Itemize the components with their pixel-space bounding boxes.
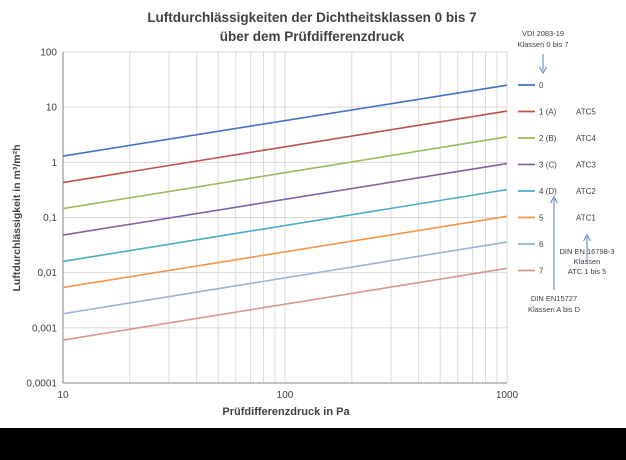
legend-label-3: 3 (C) [539,161,557,170]
series-line-1 [62,110,508,184]
vdi-annotation-line-1: VDI 2083-19 [522,29,564,38]
chart-page: Luftdurchlässigkeiten der Dichtheitsklas… [0,0,626,428]
legend-atc-label-5: ATC1 [576,214,596,223]
series-line-4 [62,188,508,263]
y-tick-label: 1 [51,158,57,169]
legend-label-6: 6 [539,240,544,249]
din-en-15727-annotation: DIN EN15727 Klassen A bis D [528,196,581,314]
y-tick-label: 100 [40,48,57,59]
vdi-annotation-line-2: Klassen 0 bis 7 [518,40,569,49]
legend-label-0: 0 [539,81,544,90]
series-line-2 [62,136,508,210]
x-tick-label: 100 [277,390,294,401]
grid [63,51,508,383]
chart-title-line-1: Luftdurchlässigkeiten der Dichtheitsklas… [147,10,476,25]
chart-title-line-2: über dem Prüfdifferenzdruck [220,29,405,44]
din-en-15727-line-2: Klassen A bis D [528,305,581,314]
din-en-16798-arrow-head [583,234,591,242]
din-en-16798-line-1: DIN EN 16798-3 [559,247,614,256]
legend-label-4: 4 (D) [539,187,557,196]
y-tick-label: 0,0001 [26,379,57,390]
din-en-15727-arrow-head [550,196,558,204]
din-en-15727-line-1: DIN EN15727 [531,294,577,303]
x-axis-label: Prüfdifferenzdruck in Pa [222,406,350,418]
x-tick-label: 10 [57,390,69,401]
vdi-arrow-head [539,66,547,74]
series-line-6 [62,241,508,315]
legend-label-5: 5 [539,214,544,223]
y-tick-label: 0,01 [38,268,58,279]
legend-label-1: 1 (A) [539,108,557,117]
series-line-3 [62,162,508,236]
y-axis-label: Luftdurchlässigkeit in m³/m²h [11,144,23,291]
chart: Luftdurchlässigkeiten der Dichtheitsklas… [11,10,615,418]
series-line-7 [62,267,508,341]
axes [62,52,507,384]
legend-label-7: 7 [539,267,544,276]
x-tick-label: 1000 [496,390,519,401]
din-en-16798-line-3: ATC 1 bis 5 [568,267,607,276]
legend-atc-label-2: ATC4 [576,134,596,143]
din-en-16798-annotation: DIN EN 16798-3 Klassen ATC 1 bis 5 [559,234,615,276]
legend-label-2: 2 (B) [539,134,557,143]
vdi-annotation: VDI 2083-19 Klassen 0 bis 7 [518,29,569,74]
y-tick-label: 0,001 [32,323,57,334]
legend-atc-label-3: ATC3 [576,161,596,170]
y-tick-label: 10 [46,103,58,114]
legend-atc-label-1: ATC5 [576,108,596,117]
series-line-5 [62,215,508,289]
series-lines [62,84,508,341]
tick-labels: 10 100 1000 0,0001 0,001 0,01 0,1 1 10 100 [26,48,518,402]
series-line-0 [62,84,508,157]
legend-atc-label-4: ATC2 [576,187,596,196]
din-en-16798-line-2: Klassen [574,257,601,266]
y-tick-label: 0,1 [43,213,57,224]
legend: 0 1 (A) ATC5 2 (B) ATC4 3 (C) ATC3 4 (D) ATC2 5 AT… [518,81,596,276]
